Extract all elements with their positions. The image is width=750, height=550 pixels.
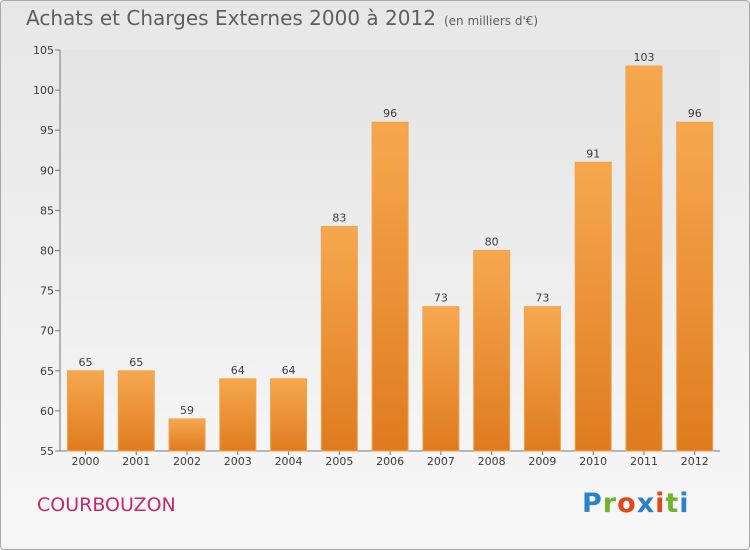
x-tick-label: 2009 xyxy=(528,455,556,468)
x-tick-label: 2010 xyxy=(579,455,607,468)
logo-letter: t xyxy=(665,488,679,519)
x-tick-label: 2002 xyxy=(173,455,201,468)
bar xyxy=(118,371,154,451)
y-tick-label: 85 xyxy=(40,204,54,217)
bar-value-label: 96 xyxy=(688,107,702,120)
bar xyxy=(677,122,713,451)
logo-letter: i xyxy=(655,488,665,519)
y-tick-label: 100 xyxy=(33,84,54,97)
x-tick-label: 2005 xyxy=(325,455,353,468)
x-tick-label: 2003 xyxy=(224,455,252,468)
bar xyxy=(626,66,662,451)
bar-value-label: 65 xyxy=(129,356,143,369)
bar-value-label: 91 xyxy=(586,147,600,160)
logo-letter: r xyxy=(603,488,617,519)
y-tick-label: 65 xyxy=(40,365,54,378)
bar xyxy=(423,307,459,451)
x-tick-label: 2011 xyxy=(630,455,658,468)
bar-value-label: 80 xyxy=(485,236,499,249)
x-tick-label: 2004 xyxy=(275,455,303,468)
bar-value-label: 65 xyxy=(79,356,93,369)
bar xyxy=(524,307,560,451)
y-tick-label: 80 xyxy=(40,245,54,258)
bar xyxy=(220,379,256,451)
logo-letter: o xyxy=(617,488,637,519)
bar xyxy=(169,419,205,451)
city-name: COURBOUZON xyxy=(37,494,176,516)
bar xyxy=(68,371,104,451)
y-tick-label: 60 xyxy=(40,405,54,418)
logo-letter: i xyxy=(679,488,689,519)
bar xyxy=(372,122,408,451)
bar-value-label: 96 xyxy=(383,107,397,120)
bar-value-label: 73 xyxy=(434,292,448,305)
x-tick-label: 2007 xyxy=(427,455,455,468)
x-tick-label: 2006 xyxy=(376,455,404,468)
y-tick-label: 95 xyxy=(40,124,54,137)
y-tick-label: 75 xyxy=(40,285,54,298)
y-axis: 55 60 65 70 75 80 85 90 95 100 105 xyxy=(33,44,60,458)
x-tick-label: 2012 xyxy=(681,455,709,468)
bar-value-label: 83 xyxy=(332,211,346,224)
bar xyxy=(271,379,307,451)
x-tick-label: 2008 xyxy=(478,455,506,468)
x-tick-label: 2000 xyxy=(72,455,100,468)
bar-value-label: 64 xyxy=(231,364,245,377)
proxiti-logo: Proxiti xyxy=(582,488,690,519)
bar xyxy=(321,226,357,451)
logo-letter: P xyxy=(582,488,603,519)
y-tick-label: 70 xyxy=(40,325,54,338)
x-tick-label: 2001 xyxy=(122,455,150,468)
y-tick-label: 55 xyxy=(40,445,54,458)
bar xyxy=(474,251,510,452)
bar-chart: 556065707580859095100105 200020012002200… xyxy=(0,0,750,550)
y-tick-label: 105 xyxy=(33,44,54,57)
y-tick-label: 90 xyxy=(40,164,54,177)
bar-value-label: 103 xyxy=(633,51,654,64)
bar-value-label: 64 xyxy=(282,364,296,377)
logo-letter: x xyxy=(637,488,655,519)
x-axis: 2000 2001 2002 2003 2004 2005 2006 2007 2008 2009… xyxy=(60,451,720,468)
bar-value-label: 73 xyxy=(535,292,549,305)
bar-value-label: 59 xyxy=(180,404,194,417)
bar xyxy=(575,162,611,451)
